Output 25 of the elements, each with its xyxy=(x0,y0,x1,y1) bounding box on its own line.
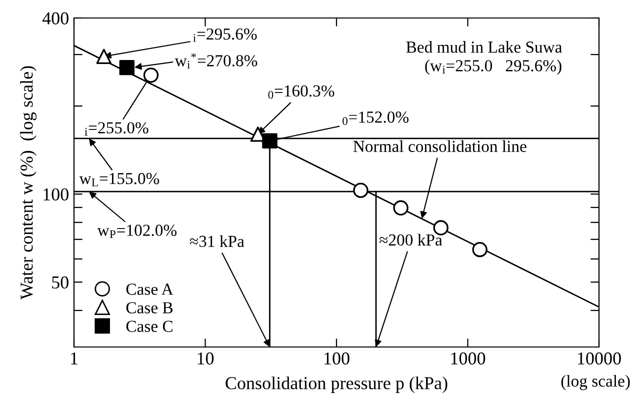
legend-label: Case A xyxy=(126,284,174,295)
annotation: $_{i}$=255.0% xyxy=(84,122,148,136)
annotation: ≈31 kPa xyxy=(190,235,244,248)
x-axis-title: Consolidation pressure p (kPa) xyxy=(226,376,448,393)
annotation: Bed mud in Lake Suwa (w$_{i}$=255.0 295.6%) xyxy=(406,41,562,75)
y-tick-label: 50 xyxy=(52,276,68,289)
x-tick-label: 1000 xyxy=(451,352,486,365)
x-tick-label: 10000 xyxy=(578,352,621,365)
annotation: w$_{i}$$^{*}$=270.8% xyxy=(174,53,258,68)
annotation: $_{0}$=152.0% xyxy=(342,112,409,126)
annotation: $_{0}$=160.3% xyxy=(268,85,334,99)
legend-label: Case B xyxy=(126,302,173,314)
annotation: w$_{L}$=155.0% xyxy=(79,172,160,186)
text: (log scale) xyxy=(561,374,630,390)
annotation: w$_{P}$=102.0% xyxy=(97,224,177,238)
x-tick-label: 10 xyxy=(198,352,214,365)
annotation: Normal consolidation line xyxy=(353,140,526,152)
annotation: $_{i}$=295.6% xyxy=(193,28,257,42)
y-tick-label: 100 xyxy=(44,188,68,201)
y-axis-title: Water content w (%) (log scale) xyxy=(20,66,36,300)
y-tick-label: 400 xyxy=(42,12,68,24)
annotation: ≈200 kPa xyxy=(380,234,442,246)
x-tick-label: 1 xyxy=(71,352,78,364)
legend-label: Case C xyxy=(126,320,172,332)
x-tick-label: 100 xyxy=(324,352,350,365)
